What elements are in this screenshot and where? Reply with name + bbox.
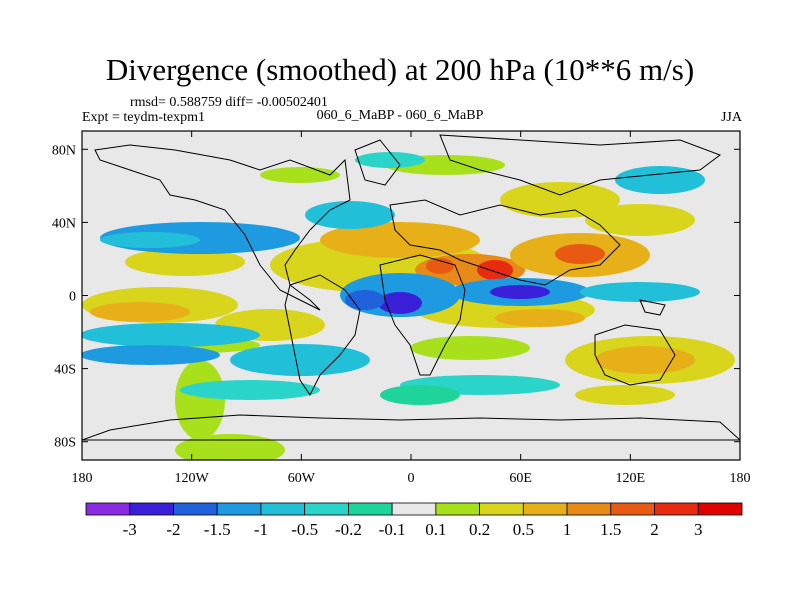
colorbar-label-3: -1 [254, 520, 268, 539]
y-tick-label-1: 40N [52, 216, 76, 231]
y-tick-label-0: 80N [52, 143, 76, 158]
colorbar-label-4: -0.5 [291, 520, 318, 539]
x-tick-label-1: 120W [175, 471, 210, 486]
colorbar-label-0: -3 [123, 520, 137, 539]
y-tick-label-4: 80S [54, 436, 76, 451]
y-tick-label-3: 40S [54, 363, 76, 378]
chart-title: Divergence (smoothed) at 200 hPa (10**6 … [105, 52, 695, 87]
colorbar-swatch-0 [85, 502, 131, 516]
colorbar-swatch-8 [435, 502, 481, 516]
colorbar-swatch-13 [654, 502, 699, 516]
colorbar-swatch-9 [479, 502, 524, 516]
colorbar-swatch-12 [610, 502, 655, 516]
colorbar-swatch-2 [173, 502, 218, 516]
x-tick-label-3: 0 [408, 471, 415, 486]
colorbar-label-11: 1.5 [600, 520, 621, 539]
colorbar-label-13: 3 [694, 520, 703, 539]
colorbar-swatch-14 [697, 502, 743, 516]
colorbar-swatch-5 [304, 502, 349, 516]
colorbar-swatch-1 [129, 502, 174, 516]
x-tick-label-6: 180 [730, 471, 751, 486]
x-tick-label-5: 120E [616, 471, 646, 486]
colorbar-label-6: -0.1 [379, 520, 406, 539]
colorbar-label-1: -2 [166, 520, 180, 539]
case-label: 060_6_MaBP - 060_6_MaBP [316, 108, 484, 123]
season-label: JJA [720, 110, 742, 125]
y-tick-label-2: 0 [69, 290, 76, 305]
coastlines [82, 134, 740, 441]
x-tick-label-4: 60E [509, 471, 532, 486]
divergence-field [82, 152, 735, 460]
x-tick-label-0: 180 [72, 471, 93, 486]
colorbar-swatch-10 [522, 502, 568, 516]
expt-label: Expt = teydm-texpm1 [82, 110, 205, 125]
colorbar-label-10: 1 [563, 520, 572, 539]
x-tick-label-2: 60W [288, 471, 316, 486]
colorbar-label-7: 0.1 [425, 520, 446, 539]
colorbar-label-5: -0.2 [335, 520, 362, 539]
axes: 180 120W 60W 0 60E 120E 180 80N 40N 0 40S 80S [52, 131, 751, 486]
colorbar-label-8: 0.2 [469, 520, 490, 539]
colorbar-label-9: 0.5 [513, 520, 534, 539]
colorbar-swatch-7 [391, 502, 437, 516]
colorbar: -3 -2 -1.5 -1 -0.5 -0.2 -0.1 0.1 0.2 0.5 1 1.5 2 3 [85, 502, 743, 539]
colorbar-label-2: -1.5 [204, 520, 231, 539]
colorbar-label-12: 2 [650, 520, 659, 539]
colorbar-swatch-4 [260, 502, 306, 516]
colorbar-swatch-11 [566, 502, 612, 516]
colorbar-swatch-3 [216, 502, 262, 516]
stats-text: rmsd= 0.588759 diff= -0.00502401 [130, 95, 328, 110]
colorbar-swatch-6 [347, 502, 393, 516]
